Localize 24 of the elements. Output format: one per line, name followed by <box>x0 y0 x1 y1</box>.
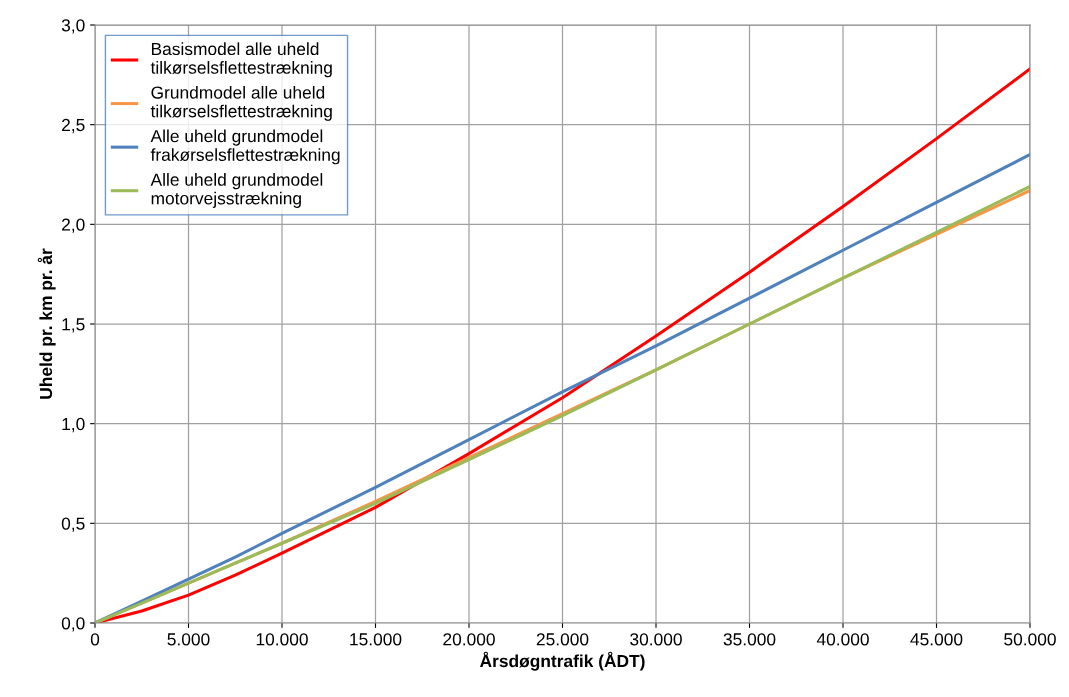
y-tick-label: 0,0 <box>61 617 85 632</box>
x-tick-label: 45.000 <box>910 633 963 646</box>
y-tick-label: 1,0 <box>62 417 85 433</box>
legend-label: Grundmodel alle uheld tilkørselsflettestrækning <box>150 85 332 121</box>
y-axis-title: Uheld pr. km pr. år <box>37 248 56 399</box>
legend-label: Basismodel alle uheld tilkørselsflettestrækning <box>150 42 332 78</box>
legend-label: Alle uheld grundmodel frakørselsflettestrækning <box>150 129 340 165</box>
y-tick-label: 0,5 <box>61 517 85 532</box>
x-tick-label: 35.000 <box>723 633 776 646</box>
x-tick-label: 30.000 <box>630 633 682 646</box>
y-tick-label: 3,0 <box>61 19 85 34</box>
y-tick-label: 1,5 <box>62 318 85 333</box>
x-tick-label: 20.000 <box>443 633 495 646</box>
x-axis-title: Årsdøgntrafik (ÅDT) <box>479 651 645 671</box>
legend-label: Alle uheld grundmodel motorvejsstrækning <box>150 173 323 208</box>
x-tick-label: 25.000 <box>536 633 589 646</box>
y-tick-label: 2,0 <box>62 218 85 233</box>
x-tick-label: 40.000 <box>816 633 869 646</box>
x-tick-label: 5.000 <box>167 633 210 646</box>
x-tick-label: 0 <box>90 633 100 646</box>
x-tick-label: 50.000 <box>1004 633 1056 646</box>
y-tick-label: 2,5 <box>62 118 85 134</box>
x-tick-label: 15.000 <box>350 633 402 646</box>
x-tick-label: 10.000 <box>256 633 308 646</box>
